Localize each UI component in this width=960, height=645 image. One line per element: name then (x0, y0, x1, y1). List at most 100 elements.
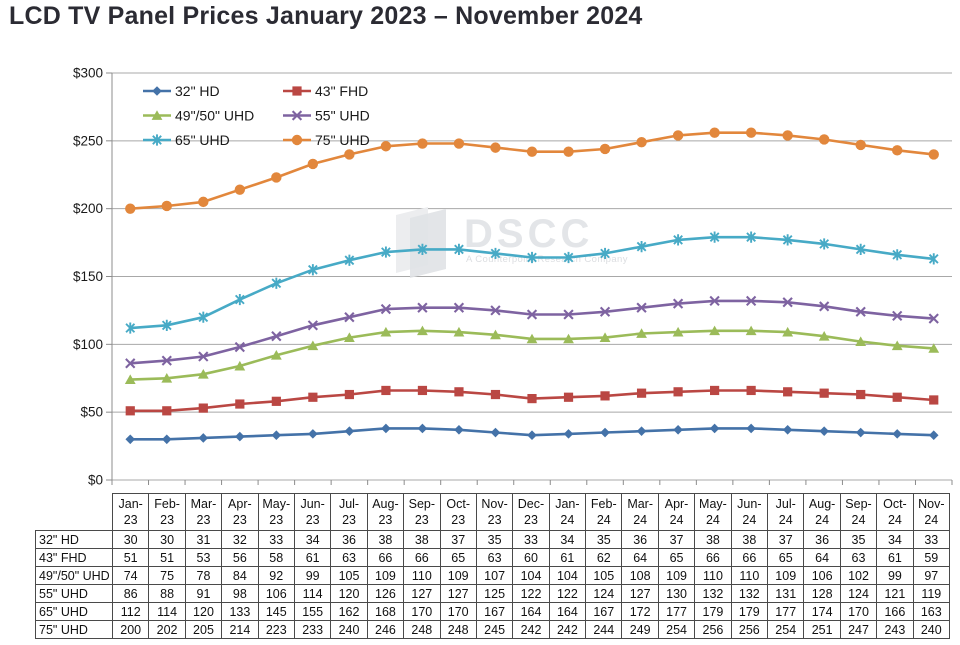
data-point-marker (782, 130, 793, 141)
table-cell: 36 (803, 530, 841, 549)
data-point-marker (417, 302, 428, 313)
table-column-header: Jan- 23 (111, 493, 150, 531)
table-cell: 132 (694, 584, 732, 603)
data-point-marker (490, 329, 501, 340)
table-column-header: Aug- 24 (803, 493, 841, 531)
data-point-marker (891, 340, 903, 351)
data-point-marker (161, 373, 173, 383)
table-cell: 63 (475, 548, 514, 567)
table-cell: 242 (512, 620, 550, 639)
table-cell: 74 (111, 566, 150, 585)
table-cell: 37 (439, 530, 477, 549)
table-column-header: Jul- 23 (330, 493, 368, 531)
table-cell: 256 (730, 620, 769, 639)
series-line (130, 299, 934, 365)
data-point-marker (709, 423, 720, 434)
data-point-marker (380, 326, 392, 337)
data-point-marker (271, 277, 282, 289)
data-point-marker (673, 234, 683, 246)
table-cell: 51 (111, 548, 150, 567)
table-cell: 92 (257, 566, 295, 585)
table-cell: 65 (767, 548, 805, 567)
data-point-marker (636, 302, 647, 313)
data-point-marker (892, 429, 903, 439)
data-point-marker (161, 434, 172, 445)
y-axis-tick-label: $100 (73, 337, 103, 352)
data-point-marker (344, 389, 354, 400)
table-cell: 172 (621, 602, 659, 621)
data-point-marker (782, 425, 793, 435)
series-55-uhd (125, 295, 939, 369)
table-cell: 109 (366, 566, 405, 585)
data-point-marker (490, 305, 501, 316)
data-point-marker (490, 142, 501, 153)
legend-item: 49"/50" UHD (143, 108, 254, 124)
data-point-marker (855, 306, 866, 317)
data-point-marker (929, 395, 939, 405)
table-cell: 105 (585, 566, 623, 585)
data-point-marker (709, 295, 720, 307)
legend-item: 65" UHD (143, 132, 230, 148)
data-point-marker (417, 325, 428, 336)
table-column-header: Apr- 23 (221, 493, 259, 531)
table-cell: 168 (366, 602, 405, 621)
data-point-marker (636, 241, 647, 253)
table-cell: 99 (293, 566, 332, 585)
table-cell: 56 (221, 548, 259, 567)
watermark-tagline: A Counterpoint Research Company (466, 254, 628, 265)
data-point-marker (599, 306, 611, 317)
series-group (124, 127, 940, 445)
data-point-marker (526, 333, 538, 344)
table-column-header: Jun- 24 (730, 493, 769, 531)
data-point-marker (527, 430, 537, 441)
table-cell: 36 (330, 530, 368, 549)
table-cell: 120 (330, 584, 368, 603)
legend-item: 55" UHD (283, 108, 370, 124)
table-cell: 132 (730, 584, 769, 603)
table-cell: 167 (585, 602, 623, 621)
data-point-marker (709, 127, 720, 138)
data-point-marker (783, 387, 793, 397)
table-cell: 35 (475, 530, 514, 549)
data-point-marker (636, 136, 647, 148)
data-point-marker (234, 360, 246, 371)
data-point-marker (234, 293, 245, 306)
data-point-marker (490, 389, 501, 400)
table-row: 49"/50" UHD 74 75 78 84 92 99 105 109 110 109 107 10… (35, 566, 951, 585)
data-point-marker (381, 423, 391, 434)
table-cell: 33 (512, 530, 550, 549)
table-cell: 114 (148, 602, 186, 621)
table-column-header: Sep- 24 (839, 493, 878, 531)
table-cell: 110 (730, 566, 769, 585)
data-point-marker (198, 311, 209, 323)
table-cell: 246 (366, 620, 405, 639)
data-point-marker (819, 426, 829, 436)
table-cell: 78 (184, 566, 223, 585)
legend: 32" HD 43" FHD 49"/50" UHD 55" UHD 65" UHD 75… (143, 83, 370, 148)
data-point-marker (307, 158, 319, 170)
table-cell: 35 (585, 530, 623, 549)
data-point-marker (892, 392, 902, 402)
data-point-marker (600, 247, 610, 260)
table-column-header: Jan- 24 (548, 493, 587, 531)
data-point-marker (125, 406, 135, 416)
data-point-marker (453, 326, 465, 337)
table-cell: 38 (403, 530, 441, 549)
data-point-marker (672, 298, 684, 309)
table-cell: 61 (548, 548, 587, 567)
table-row-header: 32" HD (35, 530, 113, 549)
table-cell: 86 (111, 584, 150, 603)
data-point-marker (490, 247, 501, 260)
data-point-marker (344, 149, 355, 160)
table-row-header: 65" UHD (35, 602, 113, 621)
data-point-marker (197, 368, 209, 379)
table-column-header: Jul- 24 (767, 493, 805, 531)
table-cell: 240 (912, 620, 951, 639)
data-point-marker (782, 297, 793, 308)
data-point-marker (292, 86, 302, 96)
data-point-marker (152, 86, 162, 96)
table-cell: 119 (912, 584, 951, 603)
data-point-marker (892, 249, 903, 261)
table-cell: 214 (221, 620, 259, 639)
table-cell: 110 (403, 566, 441, 585)
